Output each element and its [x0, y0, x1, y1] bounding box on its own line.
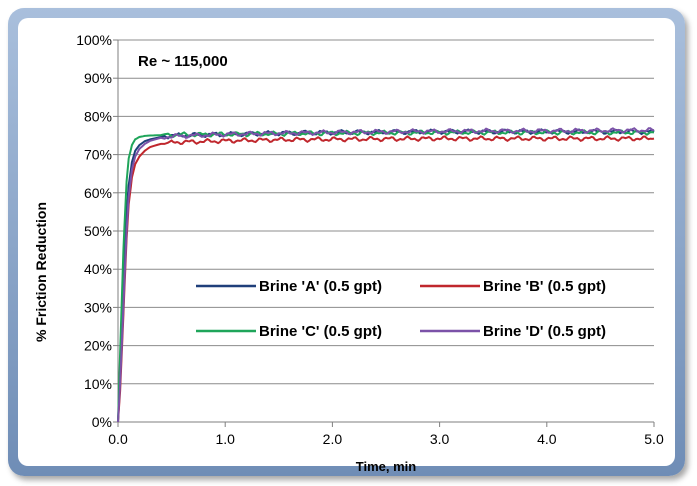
chart-panel [18, 18, 675, 466]
x-axis-label: Time, min [356, 459, 417, 474]
gridlines [118, 39, 654, 385]
x-tick-labels: 0.0 1.0 2.0 3.0 4.0 5.0 [108, 431, 664, 447]
y-tick-label: 0% [92, 414, 112, 430]
y-tick-label: 100% [76, 32, 112, 48]
y-tick-label: 70% [84, 147, 112, 163]
x-tick-label: 5.0 [644, 431, 664, 447]
y-tick-label: 10% [84, 376, 112, 392]
y-tick-label: 40% [84, 261, 112, 277]
y-tick-labels: 0% 10% 20% 30% 40% 50% 60% 70% 80% 90% 100% [76, 32, 112, 430]
y-tick-label: 30% [84, 299, 112, 315]
legend-label: Brine 'B' (0.5 gpt) [483, 278, 606, 295]
y-tick-label: 60% [84, 185, 112, 201]
series-line [117, 135, 655, 423]
series-line [117, 127, 655, 423]
y-tick-label: 90% [84, 70, 112, 86]
y-tick-label: 20% [84, 338, 112, 354]
x-tick-label: 4.0 [537, 431, 557, 447]
y-tick-label: 50% [84, 223, 112, 239]
x-tick-label: 3.0 [430, 431, 450, 447]
series-line [117, 128, 655, 423]
x-tick-label: 1.0 [215, 431, 235, 447]
legend-label: Brine 'A' (0.5 gpt) [259, 278, 382, 295]
series-lines [117, 127, 655, 423]
series-line [117, 129, 655, 423]
legend-label: Brine 'D' (0.5 gpt) [483, 323, 606, 340]
legend-label: Brine 'C' (0.5 gpt) [259, 323, 382, 340]
axes [113, 39, 655, 427]
y-axis-label: % Friction Reduction [33, 202, 49, 342]
legend: Brine 'A' (0.5 gpt) Brine 'B' (0.5 gpt) Br… [196, 278, 606, 340]
y-tick-label: 80% [84, 108, 112, 124]
reynolds-annotation: Re ~ 115,000 [138, 53, 228, 70]
x-tick-label: 0.0 [108, 431, 128, 447]
x-tick-label: 2.0 [323, 431, 343, 447]
